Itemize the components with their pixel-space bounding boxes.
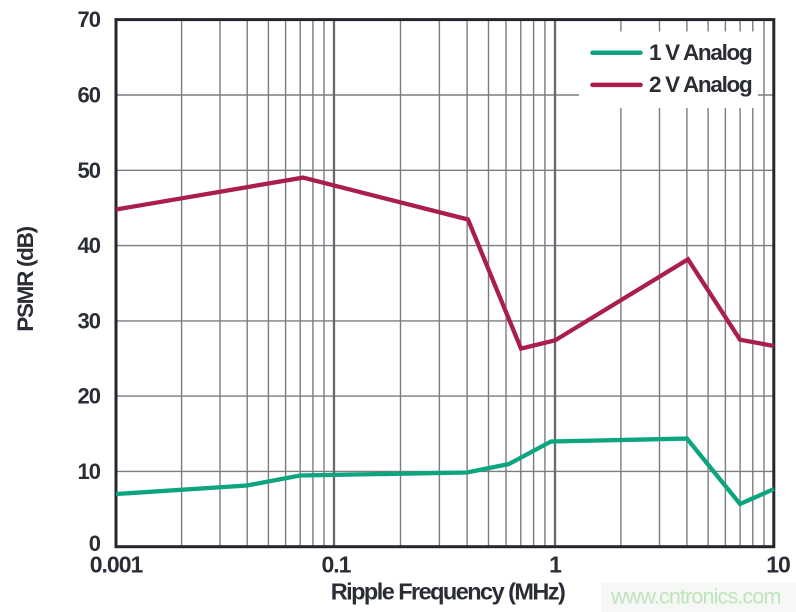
svg-text:50: 50	[78, 158, 101, 183]
svg-text:20: 20	[78, 384, 101, 409]
svg-text:30: 30	[78, 309, 101, 334]
svg-text:60: 60	[78, 83, 101, 108]
svg-text:1 V Analog: 1 V Analog	[649, 40, 752, 65]
svg-text:10: 10	[78, 459, 101, 484]
svg-text:0.001: 0.001	[90, 552, 144, 578]
svg-text:0.1: 0.1	[322, 552, 352, 578]
svg-text:40: 40	[78, 233, 101, 258]
svg-text:1: 1	[549, 552, 562, 578]
svg-text:70: 70	[78, 7, 101, 32]
svg-text:2 V Analog: 2 V Analog	[649, 72, 752, 97]
svg-text:0: 0	[89, 531, 101, 556]
svg-text:www.cntronics.com: www.cntronics.com	[610, 585, 781, 609]
svg-text:Ripple Frequency (MHz): Ripple Frequency (MHz)	[331, 579, 565, 605]
svg-text:10: 10	[766, 552, 790, 578]
svg-text:PSMR (dB): PSMR (dB)	[13, 226, 38, 331]
